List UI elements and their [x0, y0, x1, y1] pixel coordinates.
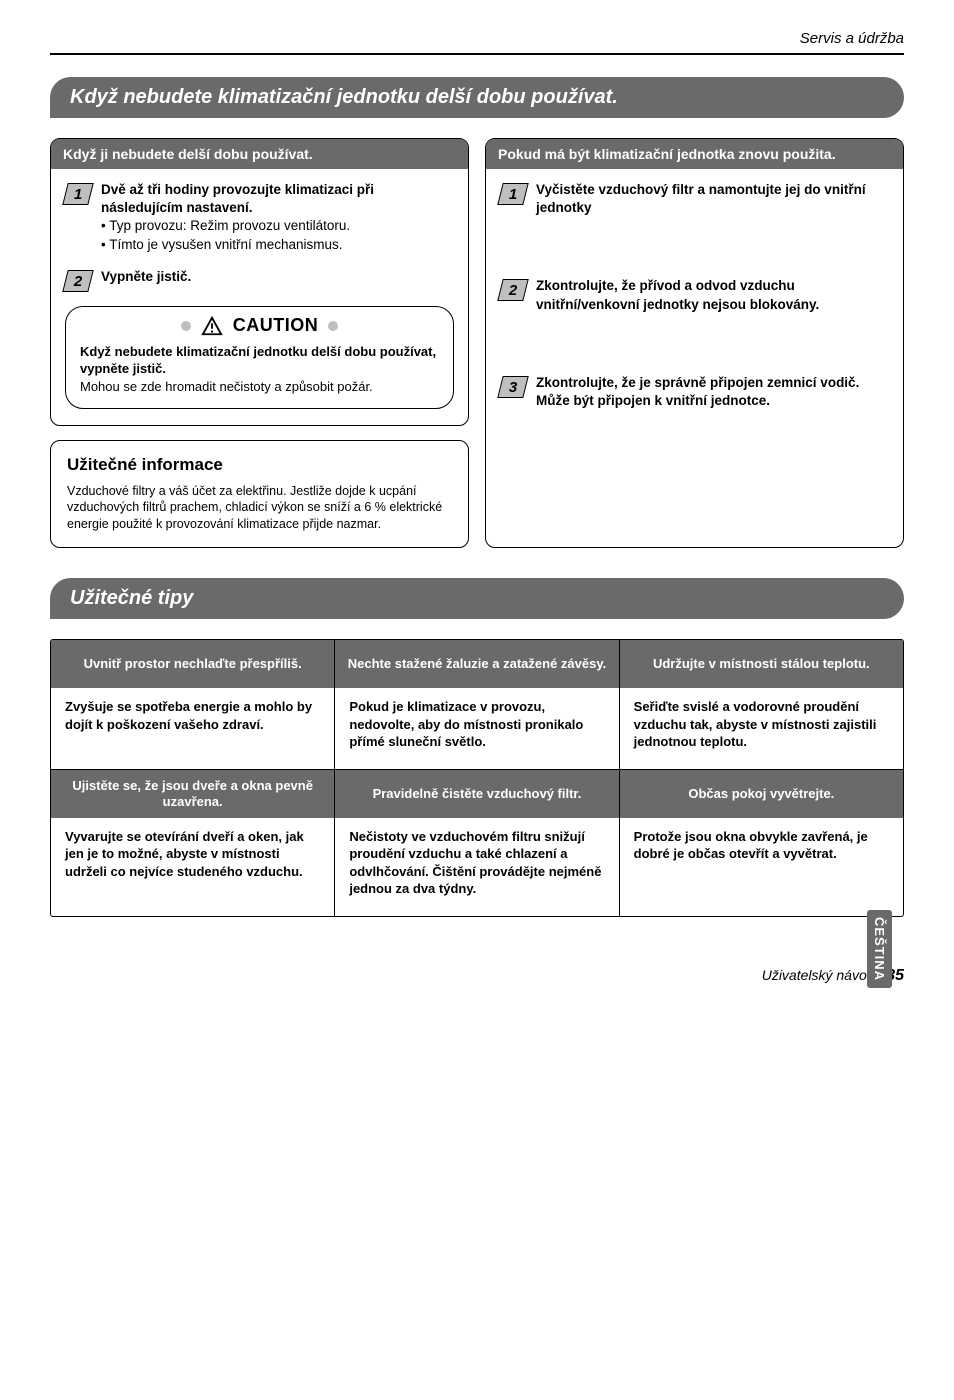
table-cell: Pokud je klimatizace v provozu, nedovolt…	[335, 688, 619, 769]
cell-text: Zvyšuje se spotřeba energie a mohlo by d…	[65, 698, 320, 733]
caution-bold: Když nebudete klimatizační jednotku delš…	[80, 344, 436, 377]
step-title: Vyčistěte vzduchový filtr a namontujte j…	[536, 181, 889, 217]
cell-header: Ujistěte se, že jsou dveře a okna pevně …	[51, 770, 334, 818]
table-row: Zvyšuje se spotřeba energie a mohlo by d…	[51, 688, 903, 770]
cell-text: Pokud je klimatizace v provozu, nedovolt…	[349, 698, 604, 751]
language-tab: ČEŠTINA	[867, 910, 892, 988]
table-cell: Občas pokoj vyvětrejte.	[620, 770, 903, 818]
cell-header: Udržujte v místnosti stálou teplotu.	[620, 640, 903, 688]
step-title: Vypněte jistič.	[101, 268, 454, 286]
right-step-3: 3 Zkontrolujte, že je správně připojen z…	[500, 374, 889, 410]
dot-icon	[181, 321, 191, 331]
right-panel: Pokud má být klimatizační jednotka znovu…	[485, 138, 904, 548]
step-number-icon: 2	[62, 270, 93, 292]
step-body: Zkontrolujte, že je správně připojen zem…	[536, 374, 889, 410]
left-column: Když ji nebudete delší dobu používat. 1 …	[50, 138, 469, 548]
caution-word: CAUTION	[233, 315, 319, 336]
step-sub2: • Tímto je vysušen vnitřní mechanismus.	[101, 236, 454, 254]
step-number-icon: 2	[497, 279, 528, 301]
step-body: Zkontrolujte, že přívod a odvod vzduchu …	[536, 277, 889, 313]
page-header: Servis a údržba	[50, 30, 904, 47]
table-row: Vyvarujte se otevírání dveří a oken, jak…	[51, 818, 903, 916]
section1-title: Když nebudete klimatizační jednotku delš…	[70, 86, 618, 108]
step-number-icon: 1	[497, 183, 528, 205]
table-row: Ujistěte se, že jsou dveře a okna pevně …	[51, 770, 903, 818]
cell-header: Nechte stažené žaluzie a zatažené závěsy…	[335, 640, 618, 688]
cell-text: Protože jsou okna obvykle zavřená, je do…	[634, 828, 889, 863]
cell-header: Uvnitř prostor nechlaďte přespříliš.	[51, 640, 334, 688]
left-step-1: 1 Dvě až tři hodiny provozujte klimatiza…	[65, 181, 454, 254]
info-box: Užitečné informace Vzduchové filtry a vá…	[50, 440, 469, 549]
caution-plain: Mohou se zde hromadit nečistoty a způsob…	[80, 379, 373, 394]
table-cell: Seřiďte svislé a vodorovné proudění vzdu…	[620, 688, 903, 769]
right-step-2: 2 Zkontrolujte, že přívod a odvod vzduch…	[500, 277, 889, 313]
table-cell: Ujistěte se, že jsou dveře a okna pevně …	[51, 770, 335, 818]
table-cell: Zvyšuje se spotřeba energie a mohlo by d…	[51, 688, 335, 769]
left-panel-header: Když ji nebudete delší dobu používat.	[51, 139, 468, 169]
right-column: Pokud má být klimatizační jednotka znovu…	[485, 138, 904, 548]
step-number-icon: 3	[497, 376, 528, 398]
cell-header: Občas pokoj vyvětrejte.	[620, 770, 903, 818]
header-rule	[50, 53, 904, 55]
cell-header: Pravidelně čistěte vzduchový filtr.	[335, 770, 618, 818]
right-panel-header: Pokud má být klimatizační jednotka znovu…	[486, 139, 903, 169]
page-footer: Uživatelský návod 35	[50, 967, 904, 985]
cell-text: Vyvarujte se otevírání dveří a oken, jak…	[65, 828, 320, 881]
section2-title: Užitečné tipy	[70, 587, 193, 609]
section2-banner: Užitečné tipy	[50, 578, 904, 619]
step-number-icon: 1	[62, 183, 93, 205]
step-body: Vyčistěte vzduchový filtr a namontujte j…	[536, 181, 889, 217]
caution-heading: CAUTION	[80, 315, 439, 337]
step-title: Zkontrolujte, že přívod a odvod vzduchu …	[536, 277, 889, 313]
step-title: Zkontrolujte, že je správně připojen zem…	[536, 374, 889, 410]
caution-box: CAUTION Když nebudete klimatizační jedno…	[65, 306, 454, 409]
table-cell: Pravidelně čistěte vzduchový filtr.	[335, 770, 619, 818]
tips-table: Uvnitř prostor nechlaďte přespříliš. Nec…	[50, 639, 904, 917]
section1-banner: Když nebudete klimatizační jednotku delš…	[50, 77, 904, 118]
left-step-2: 2 Vypněte jistič.	[65, 268, 454, 292]
step-title: Dvě až tři hodiny provozujte klimatizaci…	[101, 181, 454, 217]
step-sub1: • Typ provozu: Režim provozu ventilátoru…	[101, 217, 454, 235]
table-row: Uvnitř prostor nechlaďte přespříliš. Nec…	[51, 640, 903, 688]
caution-text: Když nebudete klimatizační jednotku delš…	[80, 343, 439, 396]
table-cell: Nechte stažené žaluzie a zatažené závěsy…	[335, 640, 619, 688]
step-body: Vypněte jistič.	[101, 268, 454, 292]
section1-columns: Když ji nebudete delší dobu používat. 1 …	[50, 138, 904, 548]
warning-triangle-icon	[201, 315, 223, 337]
cell-text: Nečistoty ve vzduchovém filtru snižují p…	[349, 828, 604, 898]
info-text: Vzduchové filtry a váš účet za elektřinu…	[67, 483, 452, 534]
right-step-1: 1 Vyčistěte vzduchový filtr a namontujte…	[500, 181, 889, 217]
table-cell: Nečistoty ve vzduchovém filtru snižují p…	[335, 818, 619, 916]
table-cell: Uvnitř prostor nechlaďte přespříliš.	[51, 640, 335, 688]
table-cell: Udržujte v místnosti stálou teplotu.	[620, 640, 903, 688]
dot-icon	[328, 321, 338, 331]
info-title: Užitečné informace	[67, 455, 452, 475]
left-panel: Když ji nebudete delší dobu používat. 1 …	[50, 138, 469, 426]
step-body: Dvě až tři hodiny provozujte klimatizaci…	[101, 181, 454, 254]
table-cell: Vyvarujte se otevírání dveří a oken, jak…	[51, 818, 335, 916]
footer-text: Uživatelský návod	[762, 967, 875, 983]
cell-text: Seřiďte svislé a vodorovné proudění vzdu…	[634, 698, 889, 751]
table-cell: Protože jsou okna obvykle zavřená, je do…	[620, 818, 903, 916]
